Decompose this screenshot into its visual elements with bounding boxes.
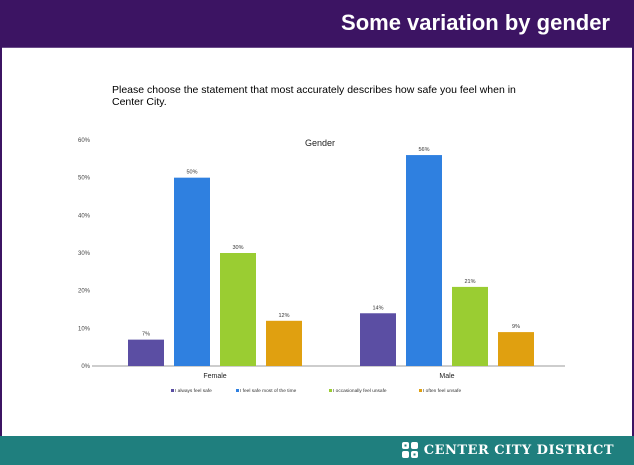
category-label: Male bbox=[439, 373, 454, 380]
category-label: Female bbox=[203, 373, 226, 380]
left-border bbox=[0, 47, 2, 436]
y-tick-label: 30% bbox=[78, 251, 91, 257]
right-border bbox=[632, 47, 634, 436]
footer-logo: CENTER CITY DISTRICT bbox=[401, 441, 614, 459]
bar bbox=[128, 339, 164, 366]
bar bbox=[406, 155, 442, 366]
y-tick-label: 0% bbox=[81, 364, 90, 370]
footer-logo-text: CENTER CITY DISTRICT bbox=[423, 442, 614, 458]
legend-swatch bbox=[329, 389, 332, 392]
bar bbox=[174, 177, 210, 366]
district-logo-icon bbox=[401, 442, 418, 458]
legend-swatch bbox=[419, 389, 422, 392]
data-label: 14% bbox=[372, 305, 383, 311]
legend-label: I often feel unsafe bbox=[423, 388, 461, 394]
legend-label: I always feel safe bbox=[175, 388, 212, 394]
data-label: 56% bbox=[418, 147, 429, 153]
legend-label: I feel safe most of the time bbox=[240, 388, 297, 394]
legend-swatch bbox=[236, 389, 239, 392]
bars-group: 7% 50% 30% 12% 14% 56% 21% 9% bbox=[128, 147, 534, 366]
data-label: 12% bbox=[278, 313, 289, 319]
bar bbox=[498, 332, 534, 366]
bar bbox=[220, 253, 256, 366]
y-tick-label: 60% bbox=[78, 138, 91, 144]
slide-title: Some variation by gender bbox=[341, 10, 610, 35]
y-axis: 0% 10% 20% 30% 40% 50% 60% bbox=[78, 138, 91, 370]
bar bbox=[266, 320, 302, 366]
y-tick-label: 20% bbox=[78, 289, 91, 295]
y-tick-label: 50% bbox=[78, 176, 91, 182]
legend: I always feel safe I feel safe most of th… bbox=[171, 388, 461, 394]
survey-question: Please choose the statement that most ac… bbox=[112, 84, 516, 108]
data-label: 50% bbox=[186, 170, 197, 176]
y-tick-label: 40% bbox=[78, 213, 91, 219]
category-labels: Female Male bbox=[203, 373, 454, 380]
y-tick-label: 10% bbox=[78, 326, 91, 332]
data-label: 21% bbox=[464, 279, 475, 285]
legend-swatch bbox=[171, 389, 174, 392]
bar-chart: Gender 0% 10% 20% 30% 40% 50% 60% 7% 50% 30% 12% 1… bbox=[78, 138, 565, 394]
slide-header: Some variation by gender bbox=[0, 0, 634, 48]
data-label: 30% bbox=[232, 245, 243, 251]
bar bbox=[360, 313, 396, 366]
chart-title: Gender bbox=[305, 138, 335, 148]
bar bbox=[452, 286, 488, 366]
data-label: 9% bbox=[512, 324, 520, 330]
legend-label: I occasionally feel unsafe bbox=[333, 388, 387, 394]
data-label: 7% bbox=[142, 332, 150, 338]
slide-footer: CENTER CITY DISTRICT bbox=[0, 436, 634, 465]
